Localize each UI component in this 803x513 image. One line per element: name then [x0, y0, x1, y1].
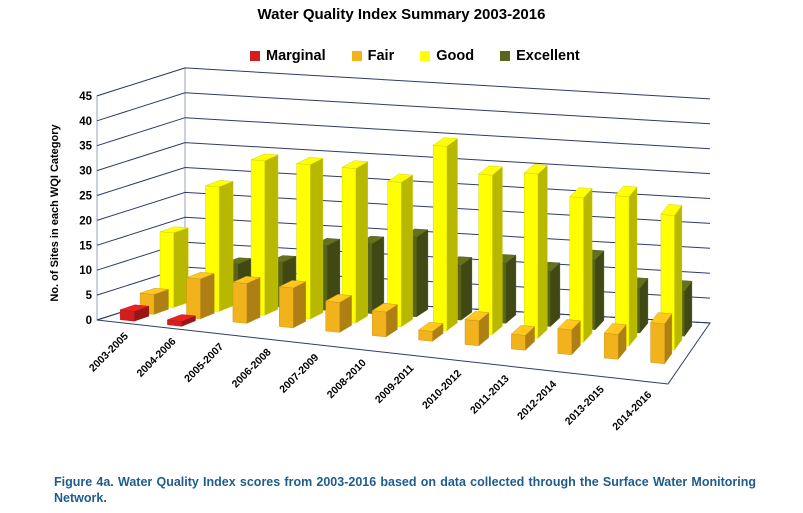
legend-swatch-marginal — [250, 51, 260, 61]
x-tick-label: 2014-2016 — [610, 389, 654, 433]
bar-good — [341, 160, 369, 324]
x-tick-label: 2013-2015 — [563, 384, 607, 428]
bar-fair — [418, 322, 444, 342]
bar-good — [387, 173, 414, 328]
legend-label-good: Good — [436, 48, 475, 64]
bar-good — [205, 180, 234, 312]
x-tick-label: 2010-2012 — [420, 368, 464, 412]
bar-marginal — [119, 304, 150, 322]
y-tick-label: 35 — [79, 141, 92, 153]
bar-good — [432, 137, 459, 332]
bar-good — [295, 157, 324, 320]
y-tick-label: 30 — [79, 166, 92, 178]
x-tick-label: 2011-2013 — [468, 373, 512, 417]
bar-fair — [371, 303, 398, 338]
legend-item-marginal: Marginal — [250, 48, 326, 64]
bar-fair — [557, 319, 581, 356]
bar-fair — [464, 311, 490, 347]
legend-item-fair: Fair — [351, 48, 395, 64]
legend-swatch-fair — [351, 51, 362, 61]
bar-fair — [650, 312, 673, 365]
bar-good — [250, 153, 279, 316]
x-tick-label: 2003-2005 — [87, 330, 131, 374]
bar-fair — [278, 280, 307, 329]
bar-good — [523, 164, 548, 339]
bar-fair — [139, 287, 169, 315]
y-tick-label: 15 — [79, 240, 92, 252]
y-tick-label: 0 — [86, 315, 92, 327]
bar-fair — [510, 325, 536, 351]
x-tick-label: 2004-2006 — [135, 336, 179, 380]
figure-caption: Figure 4a. Water Quality Index scores fr… — [54, 475, 756, 505]
y-tick-label: 25 — [79, 191, 92, 203]
bar-good — [159, 226, 189, 308]
chart-title: Water Quality Index Summary 2003-2016 — [257, 6, 546, 23]
gridline — [96, 142, 711, 175]
y-tick-label: 10 — [79, 265, 92, 277]
y-axis-label: No. of Sites in each WQI Category — [49, 123, 61, 301]
legend-item-good: Good — [420, 48, 474, 64]
bar-fair — [603, 323, 627, 360]
y-tick-label: 5 — [86, 290, 93, 302]
bar-fair — [232, 276, 261, 324]
chart-plot-area: 0 5 10 15 20 25 30 35 40 45 No. of Sites in each W… — [49, 67, 711, 433]
legend-swatch-excellent — [500, 51, 511, 61]
x-tick-label: 2008-2010 — [325, 357, 369, 401]
legend-label-fair: Fair — [367, 48, 395, 64]
gridline — [96, 67, 711, 100]
bar-fair — [325, 294, 353, 333]
bar-good — [569, 187, 593, 343]
gridline — [96, 92, 711, 125]
y-tick-label: 40 — [79, 116, 92, 128]
legend-swatch-good — [420, 51, 431, 61]
bar-marginal — [167, 314, 196, 327]
x-tick-label: 2006-2008 — [230, 346, 274, 390]
y-tick-label: 20 — [79, 215, 92, 227]
legend-label-excellent: Excellent — [516, 48, 580, 64]
gridline — [96, 117, 711, 150]
bar-good — [614, 185, 638, 347]
bar-good — [478, 165, 503, 336]
legend-item-excellent: Excellent — [500, 48, 580, 64]
bar-fair — [186, 272, 215, 320]
x-tick-label: 2007-2009 — [277, 352, 321, 396]
x-tick-label: 2005-2007 — [182, 341, 226, 385]
y-tick-label: 45 — [79, 91, 92, 103]
legend-label-marginal: Marginal — [266, 48, 326, 64]
legend: Marginal Fair Good Excellent — [250, 46, 580, 66]
x-tick-label: 2009-2011 — [373, 362, 417, 406]
x-tick-label: 2012-2014 — [515, 378, 559, 422]
